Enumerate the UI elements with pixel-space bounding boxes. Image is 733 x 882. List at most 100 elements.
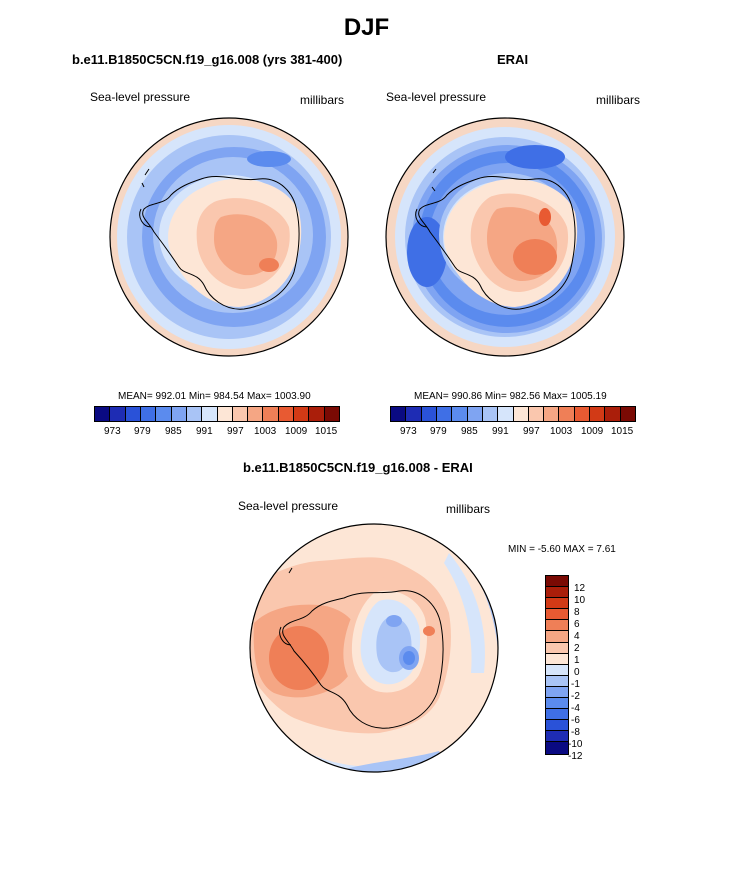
diff-cbar-tick: 6 <box>574 619 580 630</box>
obs-polar-map <box>385 117 625 357</box>
obs-variable-label: Sea-level pressure <box>386 90 487 104</box>
model-colorbar-swatch-1 <box>110 407 126 421</box>
obs-colorbar-swatch-1 <box>406 407 422 421</box>
obs-cbar-tick: 997 <box>523 426 540 437</box>
diff-cbar-tick: 2 <box>574 643 580 654</box>
model-colorbar-swatch-7 <box>202 407 218 421</box>
diff-colorbar-swatch-2 <box>546 598 568 610</box>
diff-cbar-tick: 1 <box>574 655 580 666</box>
model-cbar-tick: 985 <box>165 426 182 437</box>
diff-panel-title: b.e11.B1850C5CN.f19_g16.008 - ERAI <box>243 460 473 475</box>
figure-title: DJF <box>343 14 390 41</box>
model-colorbar-swatch-2 <box>125 407 141 421</box>
model-colorbar-swatch-11 <box>263 407 279 421</box>
diff-colorbar-swatch-7 <box>546 653 568 665</box>
diff-variable-label: Sea-level pressure <box>238 499 339 513</box>
diff-cbar-tick: 0 <box>574 667 580 678</box>
obs-colorbar-swatch-5 <box>467 407 483 421</box>
obs-colorbar-swatch-14 <box>605 407 621 421</box>
model-colorbar <box>94 406 340 422</box>
obs-units-label: millibars <box>596 93 641 107</box>
model-colorbar-swatch-8 <box>217 407 233 421</box>
model-cbar-tick: 1003 <box>254 426 277 437</box>
diff-units-label: millibars <box>446 502 491 516</box>
diff-min-max: MIN = -5.60 MAX = 7.61 <box>508 544 616 555</box>
model-units-label: millibars <box>300 93 345 107</box>
diff-colorbar-swatch-9 <box>546 675 568 687</box>
obs-colorbar-swatch-11 <box>559 407 575 421</box>
obs-colorbar-swatch-7 <box>498 407 514 421</box>
diff-colorbar-swatch-0 <box>546 576 568 588</box>
obs-cbar-tick: 991 <box>492 426 509 437</box>
obs-colorbar-swatch-2 <box>421 407 437 421</box>
model-colorbar-swatch-12 <box>278 407 295 421</box>
diff-colorbar-swatch-5 <box>546 631 568 643</box>
model-colorbar-swatch-10 <box>248 407 264 421</box>
diff-colorbar-swatch-4 <box>546 620 568 632</box>
diff-colorbar-swatch-6 <box>546 642 568 654</box>
obs-panel-title: ERAI <box>497 52 529 67</box>
obs-cbar-tick: 1009 <box>581 426 604 437</box>
model-cbar-tick: 979 <box>134 426 151 437</box>
obs-cbar-tick: 985 <box>461 426 478 437</box>
obs-colorbar-swatch-9 <box>528 407 545 421</box>
model-low-pressure-cell <box>247 151 291 167</box>
diff-cbar-tick: -10 <box>568 739 583 750</box>
obs-cbar-tick: 1015 <box>611 426 634 437</box>
obs-colorbar-swatch-13 <box>590 407 606 421</box>
model-cbar-tick: 1009 <box>285 426 308 437</box>
diff-positive-anomaly-cell <box>269 626 329 690</box>
model-colorbar-swatch-5 <box>171 407 187 421</box>
model-colorbar-swatch-9 <box>232 407 249 421</box>
diff-cbar-tick: -1 <box>571 679 580 690</box>
diff-cbar-tick: -8 <box>571 727 580 738</box>
obs-colorbar-swatch-12 <box>574 407 591 421</box>
diff-colorbar-swatch-15 <box>546 742 568 754</box>
model-stats: MEAN= 992.01 Min= 984.54 Max= 1003.90 <box>118 391 311 402</box>
diff-colorbar-swatch-11 <box>546 698 568 710</box>
obs-antarctica-coastline <box>418 175 576 310</box>
obs-colorbar-swatch-6 <box>482 407 499 421</box>
obs-colorbar-swatch-0 <box>391 407 407 421</box>
diff-colorbar-swatch-12 <box>546 709 568 721</box>
diff-colorbar-swatch-8 <box>546 664 568 676</box>
diff-colorbar <box>545 575 569 755</box>
diff-cbar-tick: 4 <box>574 631 580 642</box>
obs-colorbar-swatch-4 <box>452 407 468 421</box>
model-cbar-tick: 973 <box>104 426 121 437</box>
diff-cbar-tick: 12 <box>574 583 586 594</box>
obs-colorbar-swatch-8 <box>513 407 529 421</box>
diff-cbar-tick: -2 <box>571 691 580 702</box>
diff-cbar-tick: 10 <box>574 595 586 606</box>
diff-colorbar-swatch-13 <box>546 720 568 732</box>
model-cbar-tick: 997 <box>227 426 244 437</box>
obs-cbar-tick: 973 <box>400 426 417 437</box>
obs-colorbar-swatch-3 <box>436 407 453 421</box>
model-colorbar-swatch-3 <box>140 407 157 421</box>
model-cbar-tick: 1015 <box>315 426 338 437</box>
obs-low-pressure-cell <box>407 217 447 287</box>
model-variable-label: Sea-level pressure <box>90 90 191 104</box>
obs-colorbar <box>390 406 636 422</box>
diff-cbar-tick: -6 <box>571 715 580 726</box>
diff-cbar-tick: 8 <box>574 607 580 618</box>
diff-antarctica-coastline <box>282 590 444 729</box>
diff-colorbar-swatch-3 <box>546 609 568 621</box>
model-panel-title: b.e11.B1850C5CN.f19_g16.008 (yrs 381-400… <box>72 52 343 67</box>
model-colorbar-swatch-14 <box>309 407 325 421</box>
diff-colorbar-swatch-10 <box>546 686 568 699</box>
model-antarctica-coastline <box>142 175 300 310</box>
model-polar-map <box>109 117 349 357</box>
model-colorbar-swatch-15 <box>324 407 339 421</box>
model-colorbar-swatch-4 <box>156 407 172 421</box>
model-cbar-tick: 991 <box>196 426 213 437</box>
diff-colorbar-swatch-1 <box>546 587 568 599</box>
obs-cbar-tick: 1003 <box>550 426 573 437</box>
model-colorbar-swatch-6 <box>186 407 203 421</box>
diff-polar-map <box>249 523 499 773</box>
diff-cbar-tick: -4 <box>571 703 580 714</box>
obs-colorbar-swatch-15 <box>620 407 635 421</box>
diff-colorbar-swatch-14 <box>546 731 568 743</box>
diff-negative-anomaly-cell <box>403 651 415 665</box>
model-colorbar-swatch-0 <box>95 407 111 421</box>
